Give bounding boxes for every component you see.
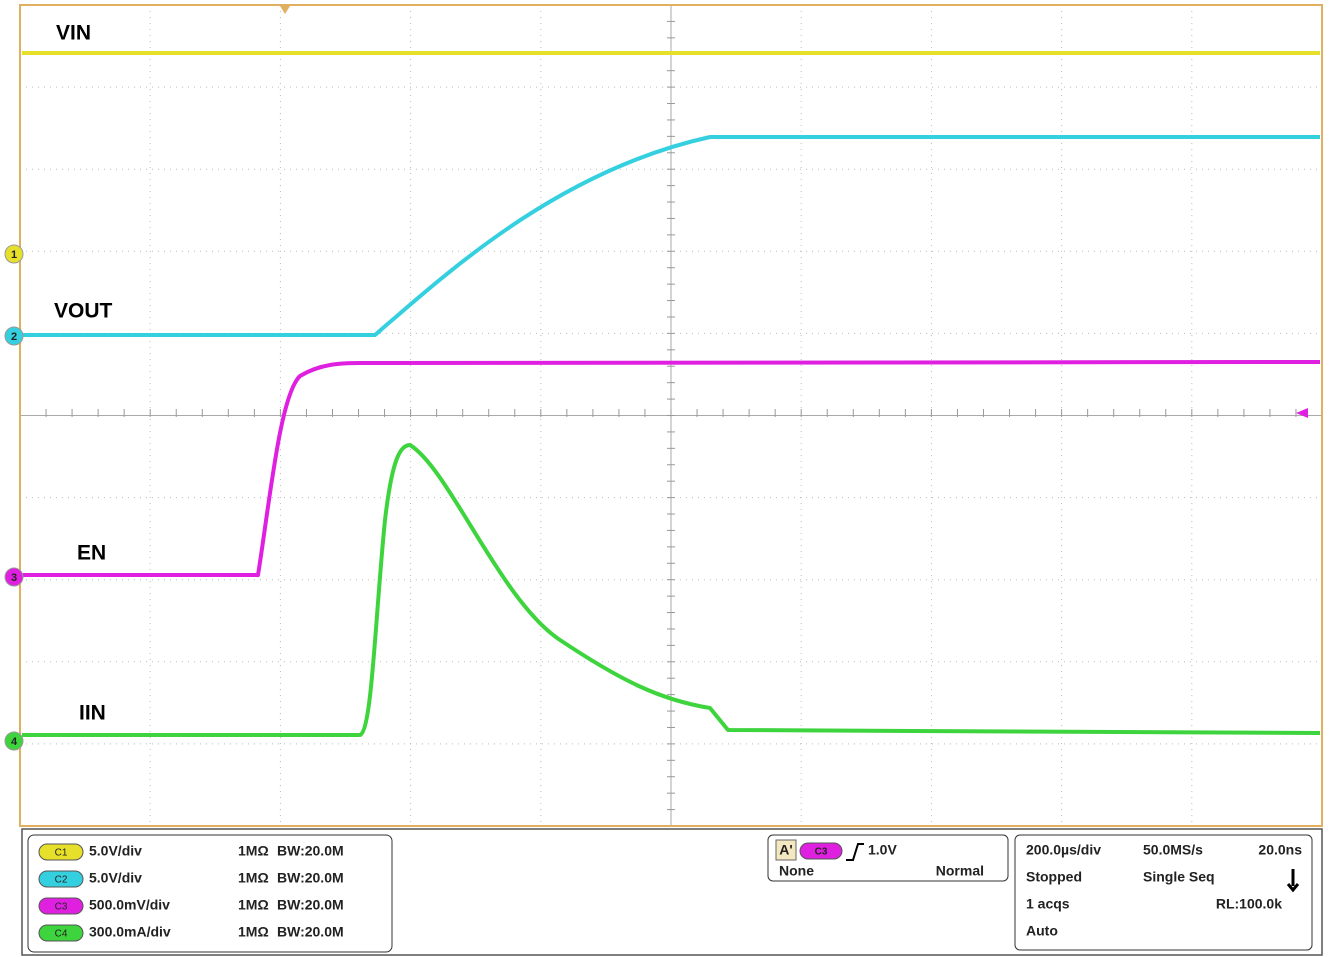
channel-marker: 3 xyxy=(4,567,24,587)
run-mode: Single Seq xyxy=(1143,869,1215,885)
channel-bandwidth: BW:20.0M xyxy=(277,924,344,940)
channel-badge xyxy=(38,924,84,942)
trace-label: VOUT xyxy=(54,300,113,323)
trigger-panel xyxy=(767,834,1009,882)
en-trace xyxy=(22,360,1321,577)
marker-text: 1 xyxy=(11,249,17,261)
trace-label: EN xyxy=(77,542,106,565)
trigger-type: Normal xyxy=(936,863,984,879)
record-length: RL:100.0k xyxy=(1216,896,1282,912)
channel-marker: 2 xyxy=(4,326,24,346)
channel-impedance: 1MΩ xyxy=(238,870,269,886)
acq-state: Stopped xyxy=(1026,869,1082,885)
channel-badge xyxy=(38,897,84,915)
marker-text: 3 xyxy=(11,572,17,584)
channel-bandwidth: BW:20.0M xyxy=(277,897,344,913)
trigger-source: C3 xyxy=(815,847,828,858)
trigger-mode: A' xyxy=(779,842,792,858)
status-bar xyxy=(21,828,1323,956)
channel-panel xyxy=(27,834,393,953)
marker-text: 4 xyxy=(11,736,18,748)
acq-count: 1 acqs xyxy=(1026,896,1070,912)
trigger-coupling: None xyxy=(779,863,814,879)
channel-scale: 500.0mV/div xyxy=(89,897,170,913)
trigger-source-badge xyxy=(799,842,843,860)
channel-badge xyxy=(38,870,84,888)
channel-impedance: 1MΩ xyxy=(238,897,269,913)
channel-id: C3 xyxy=(55,902,68,913)
channel-marker: 4 xyxy=(4,731,24,751)
rising-edge-icon xyxy=(846,843,864,861)
acquisition-panel xyxy=(1014,834,1313,951)
resolution: 20.0ns xyxy=(1258,842,1302,858)
trigger-level-marker xyxy=(1296,408,1308,418)
trace-label: IIN xyxy=(79,702,106,725)
channel-bandwidth: BW:20.0M xyxy=(277,870,344,886)
timebase: 200.0µs/div xyxy=(1026,842,1101,858)
sample-rate: 50.0MS/s xyxy=(1143,842,1203,858)
trigger-auto: Auto xyxy=(1026,923,1058,939)
single-seq-icon xyxy=(1286,869,1300,893)
channel-scale: 5.0V/div xyxy=(89,843,142,859)
vout-trace xyxy=(22,135,1320,337)
trigger-position-marker xyxy=(280,6,290,14)
channel-marker: 1 xyxy=(4,244,24,264)
channel-id: C1 xyxy=(55,848,68,859)
channel-bandwidth: BW:20.0M xyxy=(277,843,344,859)
trace-label: VIN xyxy=(56,22,91,45)
channel-impedance: 1MΩ xyxy=(238,924,269,940)
channel-badge xyxy=(38,843,84,861)
channel-scale: 300.0mA/div xyxy=(89,924,171,940)
marker-text: 2 xyxy=(11,331,17,343)
trigger-badge xyxy=(775,839,797,861)
channel-id: C2 xyxy=(55,875,68,886)
channel-scale: 5.0V/div xyxy=(89,870,142,886)
graticule xyxy=(19,4,1323,827)
trigger-level: 1.0V xyxy=(868,842,897,858)
channel-impedance: 1MΩ xyxy=(238,843,269,859)
iin-trace xyxy=(22,443,1321,737)
plot-border xyxy=(19,4,1323,827)
channel-id: C4 xyxy=(55,929,68,940)
